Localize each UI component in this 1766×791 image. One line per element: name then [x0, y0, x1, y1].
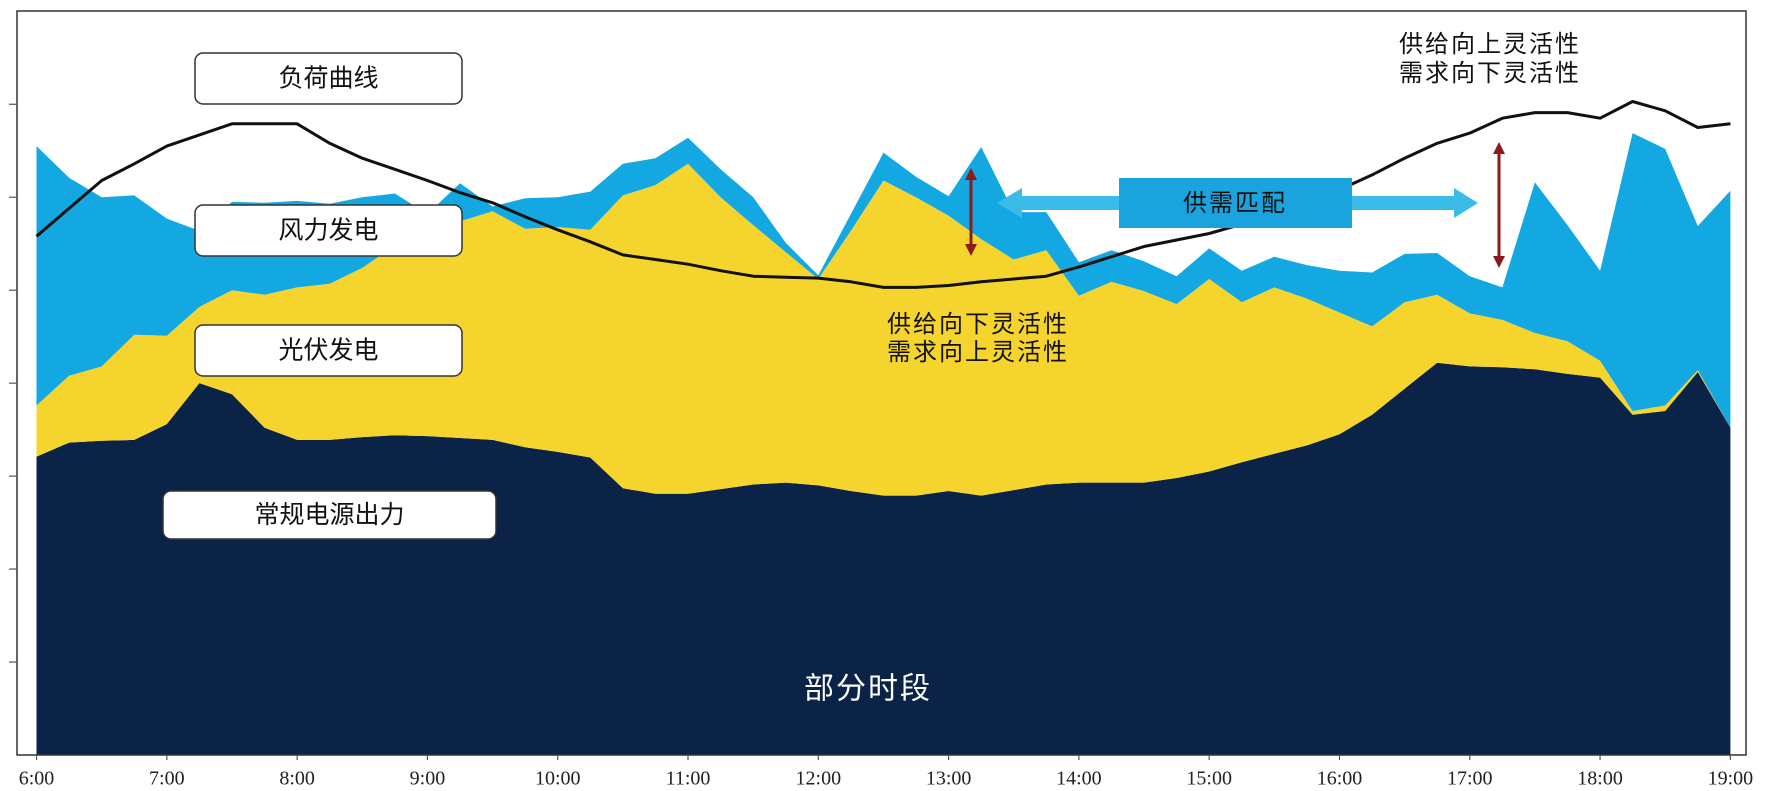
legend-box: [194, 52, 463, 105]
annotation: 需求向下灵活性: [1399, 59, 1581, 87]
x-tick-label: 16:00: [1317, 768, 1363, 790]
line: [35, 100, 1731, 289]
annotation: 供给向下灵活性: [887, 310, 1069, 338]
legend-item: 光伏发电: [194, 324, 463, 377]
x-tick-label: 14:00: [1056, 768, 1102, 790]
plot-area: [35, 100, 1731, 755]
x-tick-label: 7:00: [149, 768, 185, 790]
legend-box: [194, 204, 463, 257]
annotation: 供给向上灵活性: [1399, 30, 1581, 58]
legend-box: [162, 490, 497, 540]
legend-item: 负荷曲线: [194, 52, 463, 105]
x-tick-label: 9:00: [410, 768, 446, 790]
x-tick-label: 11:00: [666, 768, 711, 790]
annotation: 部分时段: [804, 672, 932, 707]
annotation: 供需匹配: [1183, 189, 1287, 217]
legend-item: 风力发电: [194, 204, 463, 257]
x-tick-label: 17:00: [1447, 768, 1493, 790]
match-box: [1119, 178, 1352, 228]
overlay: 供需匹配 供给向上灵活性 需求向下灵活性 供给向下灵活性 需求向上灵活性 部分时…: [804, 30, 1581, 707]
x-tick-label: 12:00: [796, 768, 842, 790]
x-tick-label: 8:00: [279, 768, 315, 790]
legend-box: [194, 324, 463, 377]
x-tick-label: 13:00: [926, 768, 972, 790]
x-tick-label: 18:00: [1577, 768, 1623, 790]
legend-label: 负荷曲线: [278, 64, 378, 93]
annotation: 需求向上灵活性: [887, 338, 1069, 366]
legend-label: 常规电源出力: [254, 500, 404, 529]
legend-item: 常规电源出力: [162, 490, 497, 540]
x-tick-label: 19:00: [1708, 768, 1754, 790]
area: [36, 362, 1731, 755]
x-tick-label: 10:00: [535, 768, 581, 790]
x-tick-label: 6:00: [19, 768, 55, 790]
x-tick-label: 15:00: [1186, 768, 1232, 790]
legend-label: 光伏发电: [278, 336, 378, 365]
legend-label: 风力发电: [278, 216, 378, 245]
